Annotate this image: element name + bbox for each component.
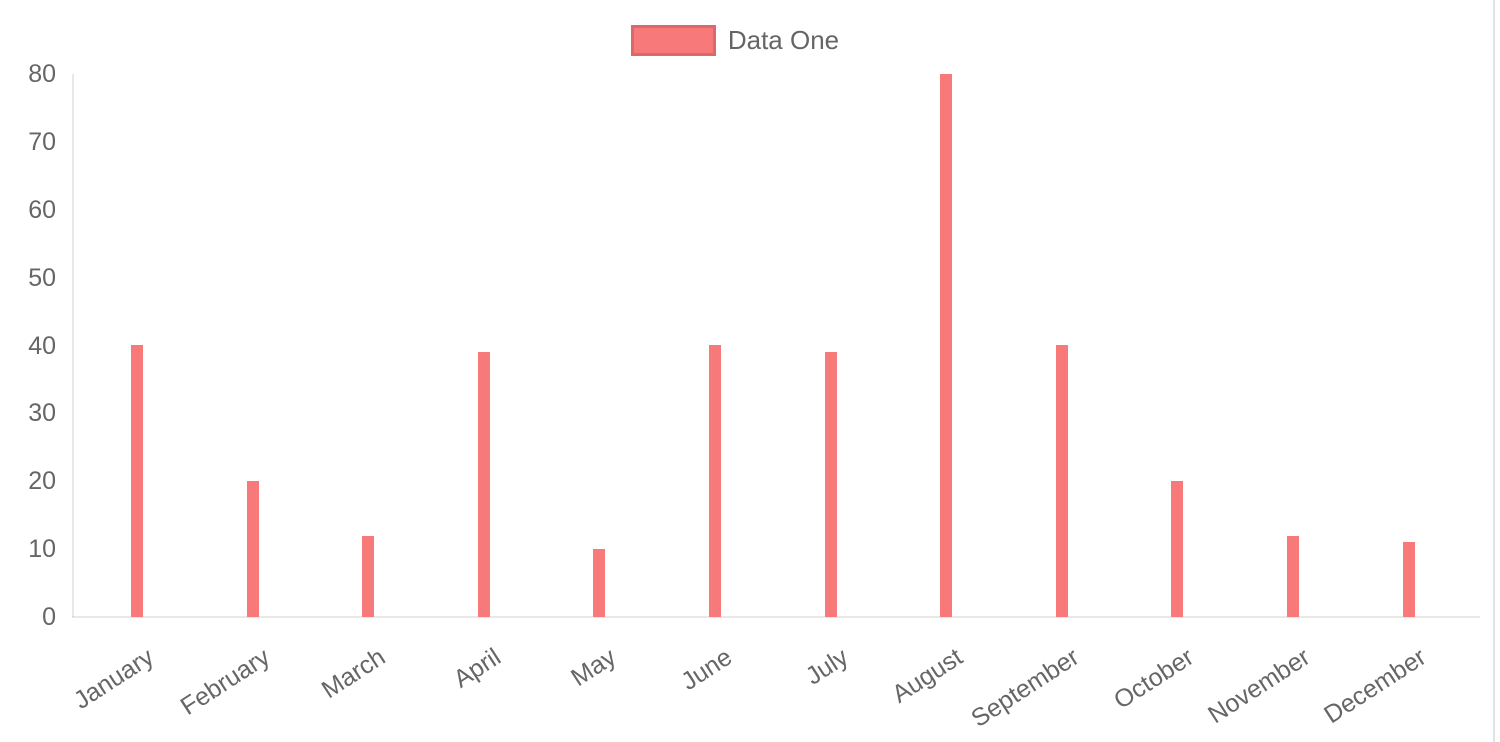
y-tick-label-0: 0 <box>42 603 56 631</box>
legend-label: Data One <box>727 25 840 55</box>
y-tick-label-10: 10 <box>28 535 56 563</box>
legend-swatch-icon <box>630 24 716 56</box>
x-tick-label-june: June <box>676 642 737 696</box>
x-tick-label-may: May <box>565 642 621 693</box>
x-tick-label-september: September <box>965 642 1084 733</box>
x-tick-label-april: April <box>448 642 506 694</box>
y-tick-label-60: 60 <box>28 196 56 224</box>
y-tick-label-70: 70 <box>28 128 56 156</box>
x-tick-label-august: August <box>887 642 968 709</box>
x-tick-label-november: November <box>1202 642 1315 730</box>
x-tick-label-december: December <box>1318 642 1431 730</box>
bar-september[interactable] <box>1056 345 1068 617</box>
bar-october[interactable] <box>1171 481 1183 617</box>
y-tick-label-30: 30 <box>28 399 56 427</box>
bar-july[interactable] <box>825 352 837 617</box>
bar-january[interactable] <box>131 345 143 617</box>
x-tick-label-july: July <box>800 642 853 691</box>
y-tick-label-40: 40 <box>28 332 56 360</box>
x-tick-label-january: January <box>68 642 159 715</box>
bar-may[interactable] <box>593 549 605 617</box>
x-tick-label-march: March <box>316 642 390 705</box>
bar-june[interactable] <box>709 345 721 617</box>
y-tick-label-80: 80 <box>28 60 56 88</box>
y-tick-label-50: 50 <box>28 264 56 292</box>
bar-december[interactable] <box>1403 542 1415 617</box>
y-axis-line <box>72 74 74 617</box>
bar-november[interactable] <box>1287 536 1299 617</box>
x-axis-line <box>72 616 1480 618</box>
x-tick-label-february: February <box>175 642 275 721</box>
y-tick-label-20: 20 <box>28 467 56 495</box>
bar-april[interactable] <box>478 352 490 617</box>
chart-legend-item-data-one[interactable]: Data One <box>0 24 1485 56</box>
bar-march[interactable] <box>362 536 374 617</box>
container-right-border <box>1493 0 1495 742</box>
x-tick-label-october: October <box>1108 642 1199 715</box>
bar-august[interactable] <box>940 74 952 617</box>
bar-february[interactable] <box>247 481 259 617</box>
